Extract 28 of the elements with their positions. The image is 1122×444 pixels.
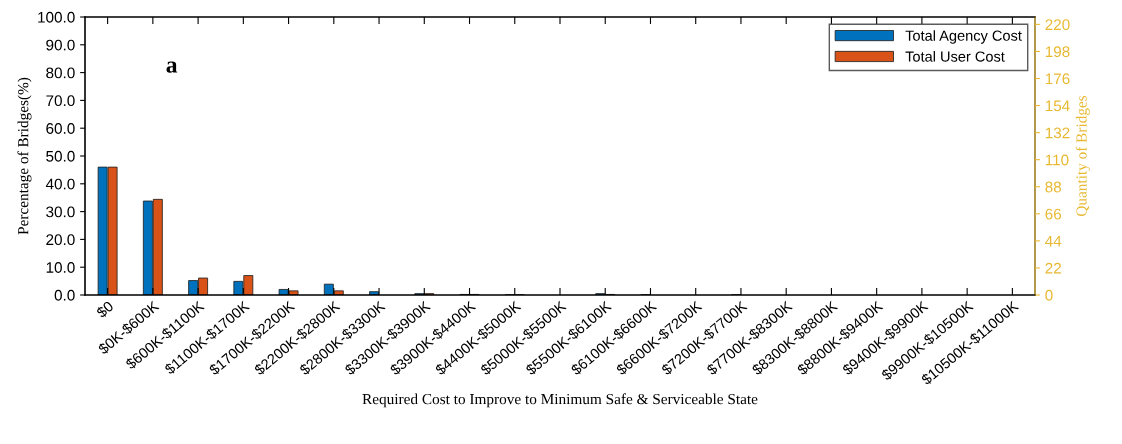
y2-tick-label: 132 <box>1045 127 1070 139</box>
y2-tick-label: 110 <box>1045 154 1069 166</box>
y-tick-label: 60.0 <box>46 123 75 134</box>
y-tick-label: 80.0 <box>46 67 75 79</box>
y-tick-label: 100.0 <box>38 11 75 23</box>
y-tick-label: 10.0 <box>46 262 75 273</box>
legend-label: Total Agency Cost <box>905 30 1022 44</box>
y-tick-label: 30.0 <box>46 206 75 218</box>
y-tick-label: 50.0 <box>46 150 75 162</box>
annotation: a <box>166 61 178 73</box>
y-tick-label: 20.0 <box>46 234 75 246</box>
y2-axis-title: Quantity of Bridges <box>1075 95 1090 217</box>
y2-tick-label: 22 <box>1045 262 1061 274</box>
y-tick-label: 40.0 <box>45 178 75 190</box>
y2-tick-label: 0 <box>1045 289 1053 301</box>
y2-tick-label: 154 <box>1045 100 1070 112</box>
y2-tick-label: 176 <box>1045 73 1070 85</box>
y2-tick-label: 198 <box>1045 46 1070 58</box>
y2-tick-label: 66 <box>1045 208 1062 220</box>
y-tick-label: 0.0 <box>54 289 75 301</box>
y2-tick-label: 44 <box>1045 235 1062 247</box>
x-axis-title: Required Cost to Improve to Minimum Safe & Serviceable State <box>362 393 758 408</box>
y2-tick-label: 220 <box>1045 19 1070 31</box>
y-tick-label: 90.0 <box>46 39 75 51</box>
legend-label: Total User Cost <box>905 51 1005 62</box>
y-tick-label: 70.0 <box>46 95 75 107</box>
y2-tick-label: 88 <box>1045 181 1062 193</box>
y-axis-title: Percentage of Bridges(%) <box>17 77 32 235</box>
